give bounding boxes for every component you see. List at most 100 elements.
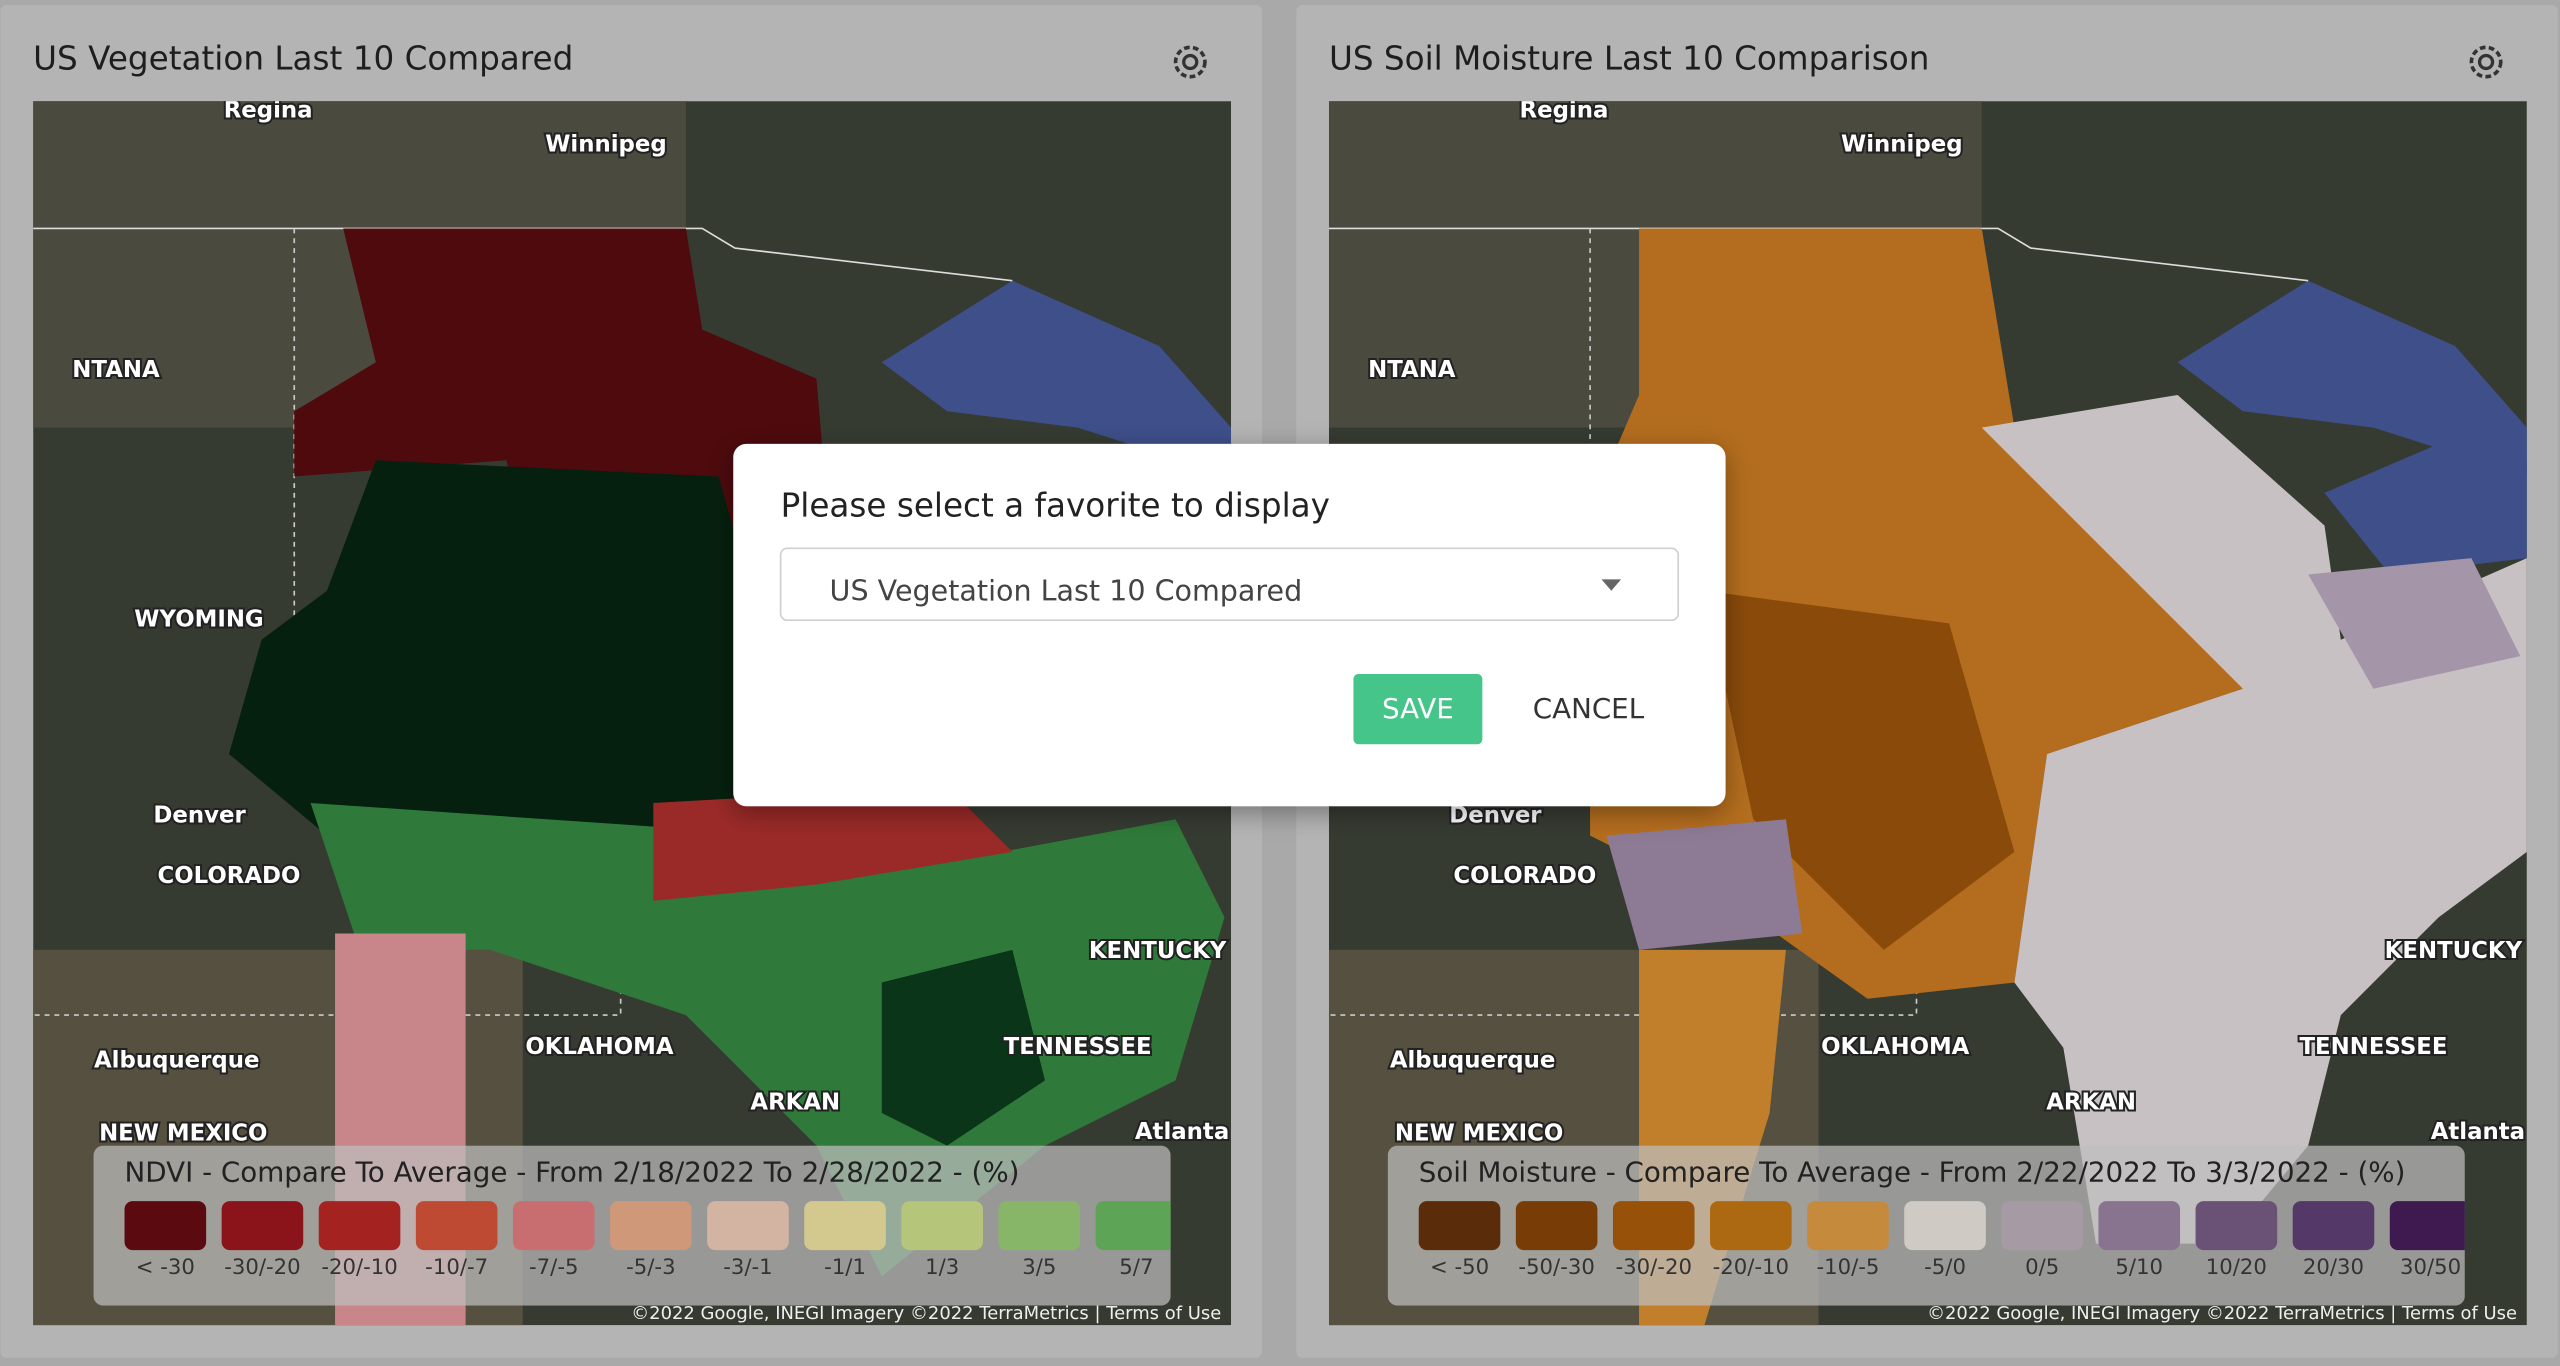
save-bg [1353,674,1483,745]
legend-label: 0/5 [2025,1255,2059,1280]
map-label: ARKAN [2046,1090,2136,1116]
legend-swatch [221,1201,304,1251]
map-label: NTANA [1368,357,1456,383]
save-button[interactable]: SAVE [1353,674,1483,745]
legend-swatch [707,1201,789,1251]
legend-swatch [610,1201,692,1251]
legend-swatch [998,1201,1081,1251]
favorite-select[interactable]: US Vegetation Last 10 Compared [779,547,1680,621]
legend-label: -20/-10 [321,1255,397,1280]
map-label: KENTUCKY [1089,938,1227,964]
map-label: ARKAN [750,1090,840,1116]
map-label: Denver [1449,803,1542,829]
legend-label: -30/-20 [1616,1255,1692,1280]
legend-swatch [318,1201,401,1251]
map-label: WYOMING [134,607,263,633]
legend-swatch [512,1201,595,1251]
legend-label: 30/50 [2400,1255,2461,1280]
legend-label: -3/-1 [723,1255,772,1280]
lake [2177,280,2527,477]
map-label: Atlanta [2431,1119,2525,1145]
legend-label: < -50 [1430,1255,1489,1280]
cancel-label: CANCEL [1533,692,1645,725]
lake [881,280,1232,477]
legend-swatch [2389,1201,2465,1251]
legend-label: 5/10 [2115,1255,2163,1280]
panel: US Soil Moisture Last 10 Comparison Regin… [1296,4,2558,1358]
map-label: OKLAHOMA [1821,1034,1970,1060]
legend-swatch [415,1201,498,1251]
legend-label: -30/-20 [224,1255,300,1280]
legend-label: -10/-7 [425,1255,488,1280]
settings-icon[interactable] [1173,45,1207,79]
legend-label: -5/-3 [626,1255,675,1280]
legend-label: -1/1 [824,1255,866,1280]
legend: NDVI - Compare To Average - From 2/18/20… [93,1145,1171,1306]
data-overlay [2308,558,2521,689]
legend-swatch [1515,1201,1598,1251]
legend-swatch [2001,1201,2083,1251]
dialog-title: Please select a favorite to display [781,487,1330,525]
legend-label: -20/-10 [1713,1255,1789,1280]
data-overlay [294,228,825,526]
legend-label: < -30 [136,1255,195,1280]
legend-swatch [2195,1201,2278,1251]
legend-label: 5/7 [1119,1255,1153,1280]
cancel-button[interactable]: CANCEL [1511,674,1666,745]
legend-swatch [901,1201,983,1251]
gear-ring [1173,45,1207,79]
legend-label: -10/-5 [1816,1255,1879,1280]
legend-label: -5/0 [1924,1255,1966,1280]
legend-title: NDVI - Compare To Average - From 2/18/20… [125,1155,1020,1188]
gear-ring [2469,45,2503,79]
map-label: KENTUCKY [2385,938,2523,964]
map-label: Denver [153,803,246,829]
gear-hub [2477,53,2495,71]
data-overlay [1606,819,1803,950]
legend-swatch [1904,1201,1986,1251]
panel-title: US Vegetation Last 10 Compared [33,39,573,77]
legend-label: 10/20 [2206,1255,2267,1280]
map-label: TENNESSEE [1004,1034,1152,1060]
map-label: Regina [1520,97,1609,123]
legend-label: 1/3 [925,1255,959,1280]
panel-title: US Soil Moisture Last 10 Comparison [1329,39,1929,77]
save-label: SAVE [1382,692,1454,725]
map-label: Regina [224,97,313,123]
data-overlay [653,786,1013,901]
attribution: ©2022 Google, INEGI Imagery ©2022 TerraM… [1927,1303,2517,1324]
map-label: Winnipeg [1841,132,1963,158]
legend-swatch [2098,1201,2181,1251]
map-label: Albuquerque [1390,1047,1556,1073]
legend-label: 20/30 [2303,1255,2364,1280]
map-label: NEW MEXICO [99,1121,267,1147]
map-label: Albuquerque [94,1047,260,1073]
select-arrow [1601,579,1622,591]
lake [2324,443,2527,575]
select-box [779,547,1680,621]
legend-title: Soil Moisture - Compare To Average - Fro… [1419,1155,2406,1188]
legend-label: 3/5 [1022,1255,1056,1280]
gear-hub [1182,53,1199,71]
map-label: COLORADO [158,863,301,889]
legend-label: -7/-5 [529,1255,578,1280]
legend-swatch [1095,1201,1171,1251]
map-label: TENNESSEE [2299,1034,2447,1060]
panel: US Vegetation Last 10 Compared Regina Winn… [0,4,1263,1358]
legend-swatch [1612,1201,1695,1251]
data-overlay [1704,590,2015,950]
legend-swatch [1807,1201,1889,1251]
legend-swatch [1418,1201,1501,1251]
legend-swatch [1710,1201,1792,1251]
map-label: COLORADO [1453,863,1596,889]
map-label: Winnipeg [545,132,667,158]
settings-icon[interactable] [2469,45,2503,79]
legend: Soil Moisture - Compare To Average - Fro… [1387,1145,2465,1306]
select-value: US Vegetation Last 10 Compared [830,573,1303,607]
legend-swatch [124,1201,207,1251]
map-layer: ReginaWinnipegNTANAWYOMINGDenverCOLORADO… [1328,97,2527,1326]
legend-swatch [804,1201,886,1251]
dialog: Please select a favorite to display US Ve… [733,443,1726,807]
